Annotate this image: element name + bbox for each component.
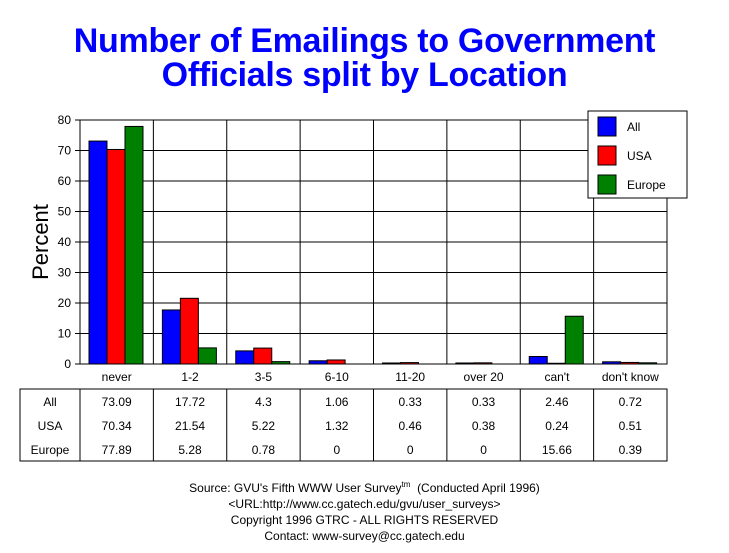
- table-row-label: USA: [38, 419, 63, 433]
- table-cell: 0: [407, 443, 414, 457]
- legend-swatch-usa: [597, 145, 617, 166]
- y-tick-label: 0: [64, 357, 71, 371]
- y-tick-label: 30: [58, 266, 72, 280]
- table-cell: 4.3: [255, 395, 272, 409]
- legend-swatch-europe: [597, 174, 617, 195]
- source-url[interactable]: <URL:http://www.cc.gatech.edu/gvu/user_s…: [228, 497, 501, 511]
- table-cell: 0.51: [619, 419, 643, 433]
- y-tick-label: 40: [58, 235, 72, 249]
- legend-label-usa: USA: [627, 149, 652, 163]
- legend-label-europe: Europe: [627, 178, 666, 192]
- bar-all-4: [382, 362, 401, 365]
- table-cell: 1.06: [325, 395, 349, 409]
- bar-all-2: [235, 350, 255, 365]
- source-text: Source: GVU's Fifth WWW User Survey: [189, 481, 402, 495]
- y-axis-label: Percent: [28, 204, 53, 280]
- bar-usa-3: [326, 359, 346, 365]
- x-category-label: 6-10: [325, 370, 349, 384]
- table-cell: 77.89: [102, 443, 132, 457]
- table-cell: 0.33: [399, 395, 423, 409]
- table-cell: 70.34: [102, 419, 132, 433]
- y-tick-label: 60: [58, 174, 72, 188]
- x-category-label: can't: [544, 370, 570, 384]
- table-cell: 0: [333, 443, 340, 457]
- table-cell: 15.66: [542, 443, 572, 457]
- table-cell: 5.28: [178, 443, 202, 457]
- bar-usa-5: [473, 362, 493, 365]
- table-cell: 0.38: [472, 419, 496, 433]
- bar-all-5: [455, 362, 475, 365]
- table-cell: 17.72: [175, 395, 205, 409]
- survey-date-text: (Conducted April 1996): [417, 481, 540, 495]
- table-cell: 2.46: [545, 395, 569, 409]
- bar-europe-1: [197, 347, 217, 365]
- bar-europe-6: [564, 315, 584, 365]
- x-category-label: over 20: [464, 370, 504, 384]
- chart-title-line-1: Number of Emailings to Government: [73, 22, 656, 60]
- table-row-label: All: [43, 395, 56, 409]
- y-tick-label: 70: [58, 144, 72, 158]
- table-cell: 0.33: [472, 395, 496, 409]
- bar-all-1: [161, 309, 181, 365]
- x-category-label: 11-20: [395, 370, 425, 384]
- chart-title-line-2: Officials split by Location: [161, 56, 568, 94]
- source-footer: Source: GVU's Fifth WWW User Surveytm (C…: [0, 477, 729, 544]
- legend-swatch-all: [597, 116, 617, 137]
- table-cell: 0.72: [619, 395, 643, 409]
- contact-text: Contact: www-survey@cc.gatech.edu: [264, 529, 465, 543]
- x-category-label: 1-2: [181, 370, 199, 384]
- bar-europe-0: [124, 125, 144, 365]
- bar-chart: 0 10 20 30 40 50 60 70 80 Percent never 1-2 3-5 6-10 1…: [19, 110, 688, 462]
- bar-all-0: [88, 140, 108, 365]
- legend-label-all: All: [627, 120, 640, 134]
- table-row-label: Europe: [31, 443, 70, 457]
- bar-all-6: [528, 355, 548, 365]
- table-cell: 73.09: [102, 395, 132, 409]
- y-tick-label: 20: [58, 296, 72, 310]
- bar-usa-6: [546, 362, 566, 365]
- x-category-label: 3-5: [255, 370, 273, 384]
- table-cell: 0: [480, 443, 487, 457]
- table-cell: 0.78: [252, 443, 276, 457]
- bar-usa-2: [253, 347, 273, 365]
- bar-europe-7: [638, 362, 658, 365]
- source-line-1: Source: GVU's Fifth WWW User Surveytm (C…: [0, 477, 729, 496]
- bar-usa-1: [179, 297, 199, 365]
- bar-usa-4: [400, 362, 419, 365]
- y-tick-label: 80: [58, 113, 72, 127]
- copyright-text: Copyright 1996 GTRC - ALL RIGHTS RESERVE…: [230, 513, 499, 527]
- table-cell: 0.24: [545, 419, 569, 433]
- y-tick-label: 50: [58, 205, 72, 219]
- x-category-label: never: [102, 370, 132, 384]
- bar-usa-7: [620, 361, 640, 365]
- trademark-superscript: tm: [401, 480, 411, 489]
- table-cell: 0.46: [399, 419, 423, 433]
- table-cell: 0.39: [619, 443, 643, 457]
- bar-europe-2: [271, 361, 291, 365]
- chart-title: Number of Emailings to Government Offici…: [0, 24, 729, 92]
- y-tick-label: 10: [58, 327, 72, 341]
- table-cell: 1.32: [325, 419, 349, 433]
- table-cell: 21.54: [175, 419, 205, 433]
- bar-all-7: [602, 361, 622, 365]
- bar-usa-0: [106, 148, 126, 365]
- table-cell: 5.22: [252, 419, 276, 433]
- x-category-label: don't know: [602, 370, 659, 384]
- data-table-frame: [19, 388, 668, 462]
- bar-all-3: [308, 360, 328, 365]
